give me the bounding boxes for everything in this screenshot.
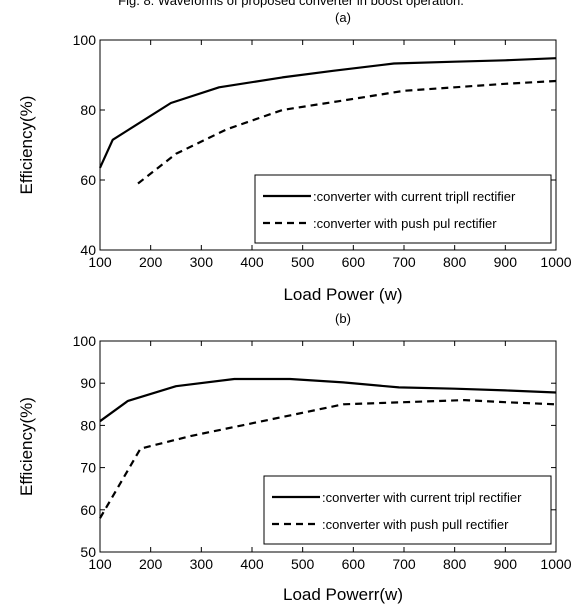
chart-b-y-tick-label: 100 — [73, 333, 97, 349]
chart-a-y-tick-label: 100 — [73, 32, 97, 48]
chart-a: (a) 100 200 300 400 500 600 700 800 900 1000 40 60 80… — [17, 10, 572, 304]
chart-b-y-tick-label: 90 — [80, 375, 96, 391]
figure-caption: Fig. 8. Waveforms of proposed converter … — [118, 0, 464, 8]
chart-b-y-tick-label: 60 — [80, 502, 96, 518]
chart-a-x-tick-label: 1000 — [540, 254, 571, 270]
chart-b: (b) 100 200 300 400 500 600 700 800 900 1000 50 60 70… — [17, 311, 572, 604]
chart-b-x-tick-label: 800 — [443, 556, 467, 572]
chart-b-x-tick-label: 600 — [342, 556, 366, 572]
chart-a-x-tick-label: 500 — [291, 254, 315, 270]
chart-b-x-tick-label: 500 — [291, 556, 315, 572]
chart-a-legend-label: :converter with push pul rectifier — [313, 216, 497, 231]
chart-a-x-tick-label: 800 — [443, 254, 467, 270]
chart-a-series-push-pull-line — [137, 79, 557, 185]
chart-a-x-tick-label: 900 — [494, 254, 518, 270]
chart-b-plot-frame — [99, 340, 557, 553]
chart-b-x-tick-label: 400 — [240, 556, 264, 572]
chart-b-legend-box — [263, 475, 552, 545]
chart-b-panel-label: (b) — [335, 311, 351, 326]
chart-a-y-tick-label: 80 — [80, 102, 96, 118]
chart-a-x-tick-label: 100 — [88, 254, 112, 270]
chart-a-y-axis-label: Efficiency(%) — [17, 96, 36, 195]
chart-a-legend-box — [254, 174, 552, 244]
chart-a-panel-label: (a) — [335, 10, 351, 25]
chart-a-x-tick-label: 700 — [392, 254, 416, 270]
chart-b-y-axis-label: Efficiency(%) — [17, 397, 36, 496]
chart-b-x-tick-label: 200 — [139, 556, 163, 572]
chart-b-x-tick-label: 1000 — [540, 556, 571, 572]
chart-b-x-tick-label: 700 — [392, 556, 416, 572]
chart-a-x-tick-label: 300 — [190, 254, 214, 270]
chart-a-x-tick-label: 600 — [342, 254, 366, 270]
chart-b-x-tick-label: 300 — [190, 556, 214, 572]
chart-b-legend-label: :converter with push pull rectifier — [322, 517, 509, 532]
chart-a-y-tick-label: 40 — [80, 242, 96, 258]
chart-b-x-tick-label: 900 — [494, 556, 518, 572]
chart-a-x-axis-label: Load Power (w) — [283, 285, 402, 304]
chart-b-y-tick-label: 50 — [80, 544, 96, 560]
chart-a-plot-frame — [99, 39, 557, 251]
chart-b-legend-label: :converter with current tripl rectifier — [322, 490, 522, 505]
chart-a-legend-label: :converter with current tripll rectifier — [313, 189, 516, 204]
chart-a-series-current-line — [98, 57, 557, 169]
chart-b-series-current-line — [99, 377, 557, 423]
chart-a-x-tick-label: 200 — [139, 254, 163, 270]
chart-b-x-axis-label: Load Powerr(w) — [283, 585, 403, 604]
chart-a-x-tick-label: 400 — [240, 254, 264, 270]
chart-a-y-tick-label: 60 — [80, 172, 96, 188]
chart-b-x-tick-label: 100 — [88, 556, 112, 572]
chart-b-y-tick-label: 70 — [80, 460, 96, 476]
chart-b-y-tick-label: 80 — [80, 417, 96, 433]
